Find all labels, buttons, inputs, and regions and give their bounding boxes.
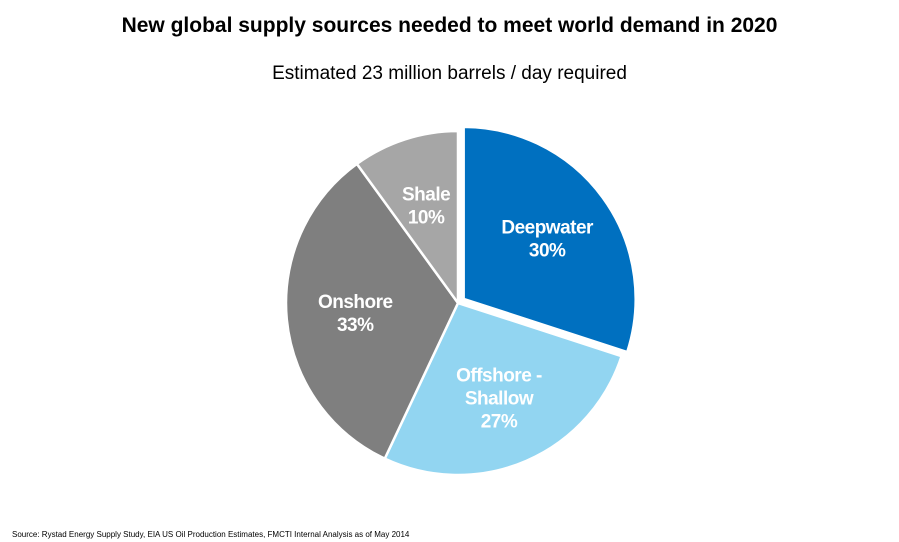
slice-label-shale: Shale 10% <box>402 184 450 228</box>
slice-name-label: Onshore <box>318 292 393 313</box>
pie-slice-deepwater <box>462 125 637 354</box>
slice-value-label: 30% <box>529 241 566 262</box>
slice-label-deepwater: Deepwater 30% <box>501 218 594 262</box>
pie-slice-offshore-shallow <box>383 301 623 477</box>
slice-value-label: 10% <box>408 207 445 228</box>
slice-name-label: Offshore - <box>456 366 542 387</box>
slice-name-label: Shallow <box>465 389 534 410</box>
slice-value-label: 33% <box>337 315 374 336</box>
slice-label-onshore: Onshore 33% <box>318 292 393 336</box>
source-note: Source: Rystad Energy Supply Study, EIA … <box>12 530 410 539</box>
slice-value-label: 27% <box>481 412 518 433</box>
slice-name-label: Shale <box>402 184 450 205</box>
chart-title: New global supply sources needed to meet… <box>121 14 778 37</box>
slice-name-label: Deepwater <box>501 218 594 239</box>
pie-slice-onshore <box>284 162 460 460</box>
pie-slice-shale <box>355 129 460 305</box>
chart-subtitle: Estimated 23 million barrels / day requi… <box>272 63 627 84</box>
slice-label-offshore-shallow: Offshore -Shallow 27% <box>456 366 542 433</box>
